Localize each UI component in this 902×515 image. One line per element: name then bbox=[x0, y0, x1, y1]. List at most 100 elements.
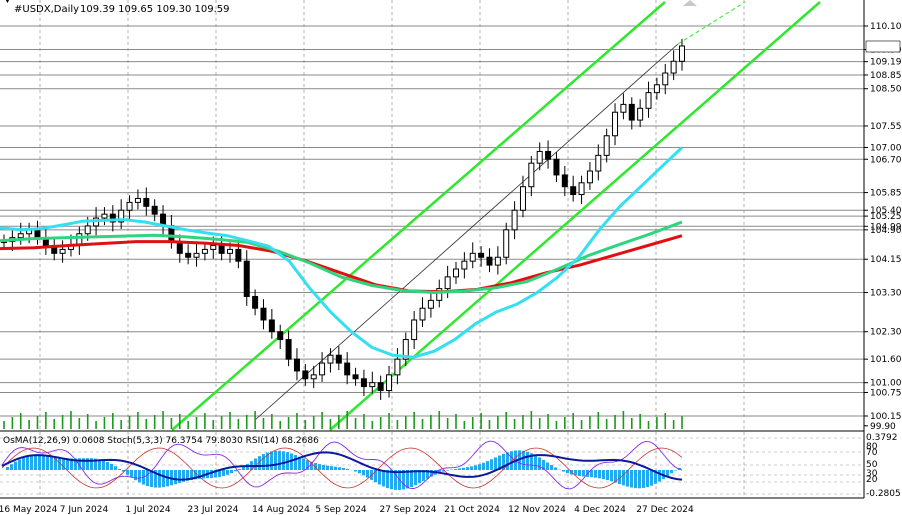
osma-bar bbox=[646, 470, 649, 488]
volume-bar bbox=[86, 414, 89, 429]
osma-bar bbox=[70, 458, 73, 470]
osma-bar bbox=[554, 467, 557, 470]
volume-bar bbox=[28, 420, 30, 429]
osma-bar bbox=[134, 470, 137, 481]
volume-bar bbox=[497, 416, 499, 429]
volume-bar bbox=[153, 415, 156, 429]
candle bbox=[486, 248, 493, 273]
y-tick-label: 103.30 bbox=[870, 289, 902, 299]
volume-bar bbox=[605, 419, 608, 429]
x-tick-label: 14 Aug 2024 bbox=[252, 505, 310, 515]
volume-bar bbox=[296, 413, 298, 429]
osma-bar bbox=[10, 464, 13, 470]
candle bbox=[628, 97, 635, 130]
osma-bar bbox=[590, 470, 593, 478]
candle bbox=[126, 195, 133, 220]
candle bbox=[59, 240, 66, 263]
osma-bar bbox=[6, 467, 9, 470]
indicator-tick-label: 70 bbox=[866, 448, 878, 458]
volume-bar bbox=[438, 411, 441, 429]
osma-bar bbox=[458, 468, 461, 470]
osma-bar bbox=[174, 470, 177, 485]
osma-bar bbox=[94, 458, 97, 470]
osma-bar bbox=[302, 458, 305, 470]
osma-bar bbox=[298, 456, 301, 470]
osma-bar bbox=[42, 455, 45, 470]
osma-bar bbox=[402, 470, 405, 490]
osma-bar bbox=[618, 470, 621, 485]
channel-mid[interactable] bbox=[254, 43, 679, 421]
osma-bar bbox=[78, 458, 81, 470]
candle bbox=[536, 142, 543, 171]
candle bbox=[319, 352, 326, 382]
volume-bar bbox=[145, 419, 148, 429]
osma-bar bbox=[362, 470, 365, 476]
osma-bar bbox=[146, 470, 149, 487]
channel-ext[interactable] bbox=[677, 1, 746, 45]
volume-bar bbox=[630, 418, 633, 429]
volume-bar bbox=[455, 414, 457, 429]
vertical-grid bbox=[39, 0, 745, 498]
candle bbox=[293, 348, 300, 381]
osma-bar bbox=[386, 470, 389, 489]
osma-bar bbox=[510, 451, 513, 470]
osma-bar bbox=[198, 470, 201, 479]
osma-bar bbox=[454, 468, 457, 470]
osma-bar bbox=[610, 470, 613, 482]
osma-bar bbox=[222, 470, 225, 477]
y-tick-label: 108.50 bbox=[870, 85, 902, 95]
osma-bar bbox=[30, 455, 33, 470]
osma-bar bbox=[138, 470, 141, 483]
volume-bar bbox=[287, 417, 290, 429]
osma-bar bbox=[562, 470, 565, 472]
osma-bar bbox=[74, 458, 77, 470]
dropdown-triangle-icon[interactable]: ▼ bbox=[4, 0, 11, 5]
osma-bar bbox=[194, 470, 197, 480]
osma-bar bbox=[498, 455, 501, 470]
stoch-main-line bbox=[1, 451, 683, 481]
osma-bar bbox=[670, 470, 673, 474]
osma-bar bbox=[626, 470, 629, 487]
candle bbox=[252, 289, 259, 316]
volume-bar bbox=[245, 415, 248, 429]
arrow-marker-icon bbox=[683, 0, 697, 6]
osma-bar bbox=[22, 457, 25, 470]
candle bbox=[201, 242, 208, 261]
volume-bar bbox=[312, 416, 315, 429]
candle bbox=[586, 162, 593, 190]
osma-bar bbox=[62, 458, 65, 470]
indicator-tick-label: 80 bbox=[866, 442, 878, 452]
channel-lower[interactable] bbox=[329, 1, 821, 431]
volume-bar bbox=[580, 420, 583, 429]
indicator-label: OsMA(12,26,9) 0.0608 Stoch(5,3,3) 76.375… bbox=[3, 436, 319, 446]
volume-bar bbox=[112, 413, 114, 429]
osma-bar bbox=[594, 470, 597, 478]
osma-bar bbox=[38, 454, 41, 470]
osma-bar bbox=[342, 467, 345, 470]
volume-bar bbox=[480, 413, 482, 429]
trend-channel[interactable] bbox=[171, 0, 821, 431]
osma-bar bbox=[270, 451, 273, 470]
osma-bar bbox=[66, 458, 69, 470]
osma-bar bbox=[154, 470, 157, 488]
osma-bar bbox=[314, 462, 317, 470]
osma-bar bbox=[506, 452, 509, 470]
osma-bar bbox=[110, 463, 113, 470]
volume-bar bbox=[379, 417, 382, 429]
osma-bar bbox=[150, 470, 153, 488]
osma-bar bbox=[334, 466, 337, 470]
volume-bar bbox=[304, 420, 307, 429]
osma-bar bbox=[526, 451, 529, 470]
osma-bar bbox=[634, 470, 637, 489]
candle bbox=[302, 363, 309, 386]
osma-bar bbox=[410, 470, 413, 488]
osma-bar bbox=[130, 470, 133, 478]
candle bbox=[277, 324, 284, 349]
candle bbox=[461, 252, 468, 279]
osma-bar bbox=[494, 457, 497, 470]
volume-bar bbox=[572, 413, 574, 429]
volume-bar bbox=[564, 417, 566, 429]
channel-upper[interactable] bbox=[171, 1, 666, 431]
